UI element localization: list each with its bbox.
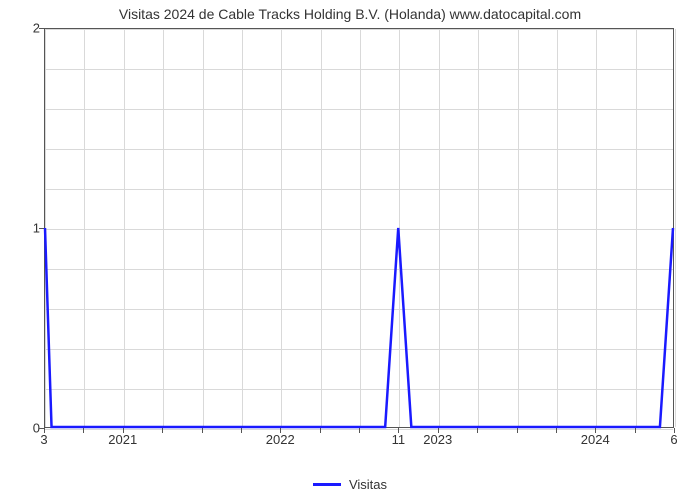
plot-area: [44, 28, 674, 428]
line-chart: Visitas 2024 de Cable Tracks Holding B.V…: [0, 0, 700, 500]
legend: Visitas: [0, 476, 700, 492]
y-tick-label: 0: [26, 421, 40, 436]
chart-title: Visitas 2024 de Cable Tracks Holding B.V…: [0, 6, 700, 22]
data-point-label: 11: [392, 432, 406, 447]
x-tick-label: 2022: [266, 432, 295, 447]
x-tick-label: 2023: [423, 432, 452, 447]
series-line: [45, 29, 673, 427]
y-tick-label: 2: [26, 21, 40, 36]
x-tick-label: 2024: [581, 432, 610, 447]
data-point-label: 3: [40, 432, 47, 447]
y-tick-label: 1: [26, 221, 40, 236]
data-point-label: 6: [670, 432, 677, 447]
x-tick-label: 2021: [108, 432, 137, 447]
legend-label: Visitas: [349, 477, 387, 492]
legend-swatch: [313, 483, 341, 486]
